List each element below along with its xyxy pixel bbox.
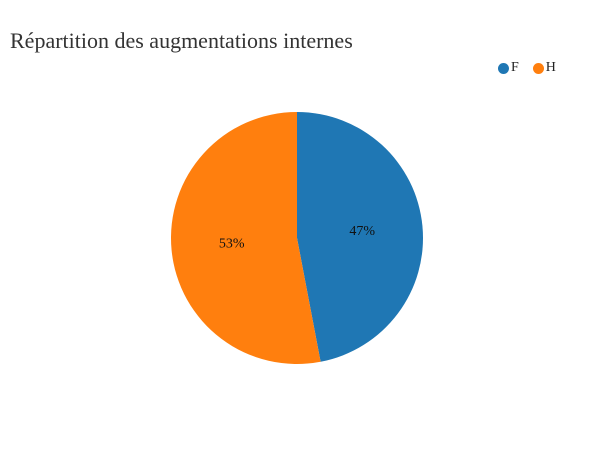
legend-item-f[interactable]: F [498, 60, 519, 76]
pie-slices [171, 112, 424, 364]
legend-item-h[interactable]: H [532, 60, 556, 76]
pie-labels: 47% 53% [219, 224, 375, 251]
pie-slice-h[interactable] [171, 112, 321, 364]
legend-swatch-h [532, 62, 544, 74]
chart-title: Répartition des augmentations internes [10, 28, 353, 53]
pie-label-h: 53% [219, 236, 245, 251]
legend-label-h: H [545, 60, 556, 75]
pie-label-f: 47% [349, 224, 375, 239]
pie-slice-f[interactable] [297, 112, 424, 362]
legend: F H [498, 60, 556, 76]
legend-swatch-f [498, 62, 509, 74]
legend-label-f: F [511, 60, 519, 75]
